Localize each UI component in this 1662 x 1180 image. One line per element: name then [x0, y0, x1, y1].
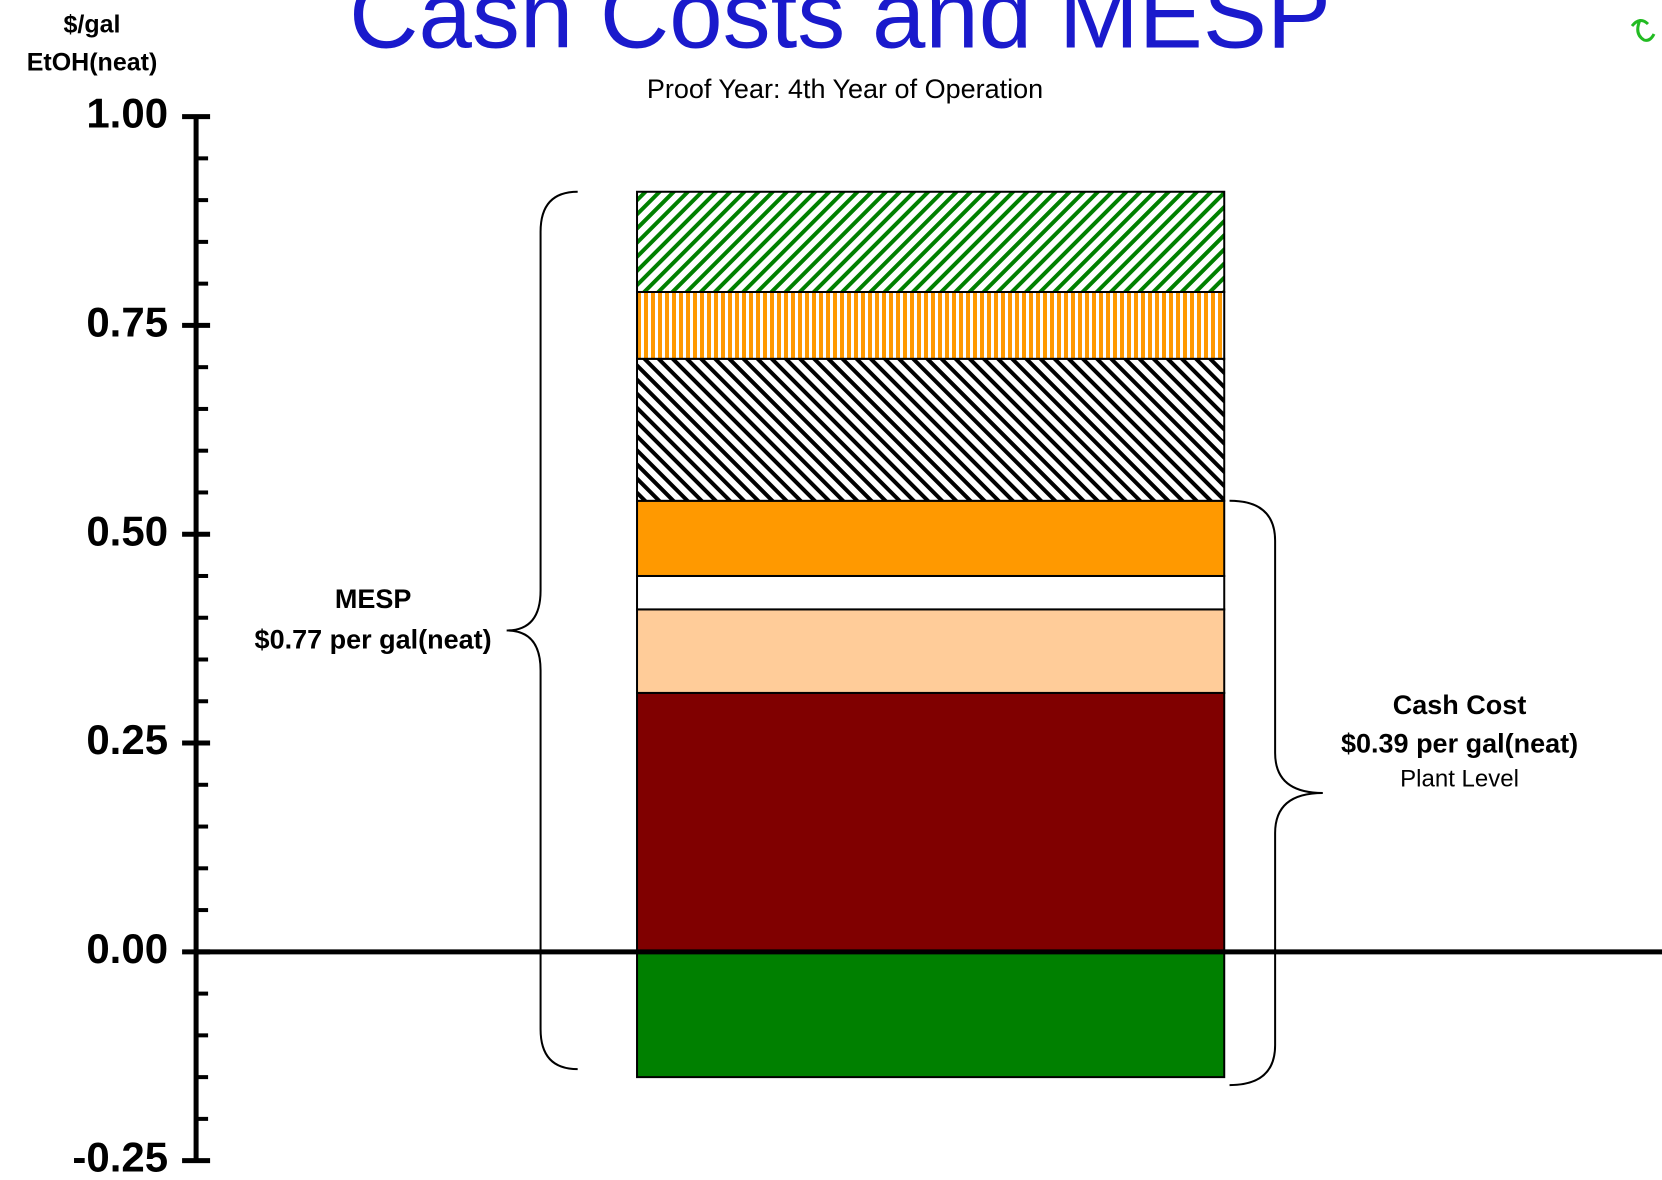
bar-segment [636, 499, 1226, 577]
annotation: Plant Level [1400, 765, 1519, 792]
annotation: $0.77 per gal(neat) [255, 624, 492, 654]
brace [1229, 499, 1323, 1087]
annotation: Cash Cost [1393, 690, 1527, 720]
annotation: $0.39 per gal(neat) [1341, 728, 1578, 758]
y-axis-label: $/gal [64, 11, 121, 39]
y-tick-label: 0.75 [86, 298, 168, 345]
y-tick-label: -0.25 [72, 1134, 168, 1180]
y-tick-label: 0.00 [86, 925, 168, 972]
plot: -0.25 0.00 0.25 0.50 0.75 1.00 MESP $0.77 per g… [72, 90, 1662, 1180]
y-tick-label: 1.00 [86, 90, 168, 137]
bar-segment [636, 950, 1226, 1079]
bar-segment [636, 190, 1226, 293]
logo [1630, 19, 1656, 42]
bar-segment [636, 691, 1226, 953]
chart-subtitle: Proof Year: 4th Year of Operation [647, 74, 1043, 104]
bar-segment [636, 608, 1226, 694]
bar-segment [636, 290, 1226, 360]
y-tick-label: 0.50 [86, 507, 168, 554]
brace [506, 190, 578, 1071]
annotation: MESP [335, 584, 412, 614]
y-tick-label: 0.25 [86, 716, 168, 763]
y-axis-label: EtOH(neat) [27, 49, 158, 77]
bar-segment [636, 357, 1226, 502]
bar-segment [636, 574, 1226, 611]
chart-title: Cash Costs and MESP [349, 0, 1331, 68]
